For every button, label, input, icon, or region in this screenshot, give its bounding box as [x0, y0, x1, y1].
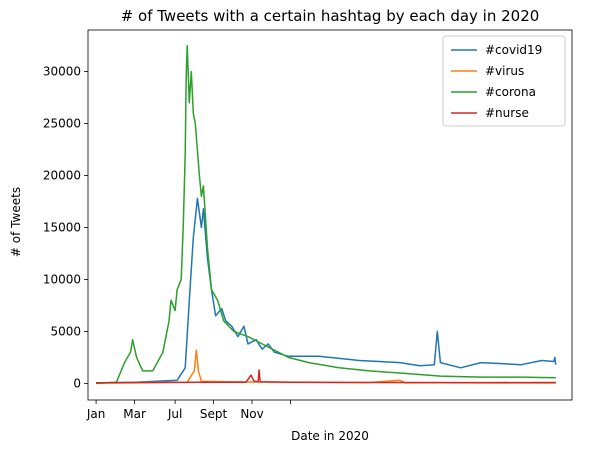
- x-tick-label: Mar: [123, 407, 146, 421]
- chart-title: # of Tweets with a certain hashtag by ea…: [121, 7, 540, 25]
- y-tick-label: 10000: [43, 272, 81, 286]
- legend-entry: #covid19: [485, 43, 542, 57]
- y-tick-label: 5000: [50, 324, 81, 338]
- series-line-corona: [96, 44, 556, 385]
- series-line-nurse: [96, 369, 556, 384]
- x-tick-label: Sept: [200, 407, 228, 421]
- y-tick-label: 30000: [43, 65, 81, 79]
- series-line-covid19: [96, 197, 557, 384]
- y-tick-label: 0: [73, 376, 81, 390]
- y-tick-label: 25000: [43, 117, 81, 131]
- x-axis-label: Date in 2020: [291, 429, 369, 443]
- legend-entry: #nurse: [485, 106, 529, 120]
- x-tick-label: Jan: [86, 407, 106, 421]
- legend-entry: #corona: [485, 85, 536, 99]
- legend-entry: #virus: [485, 64, 524, 78]
- plot-area: [87, 29, 573, 401]
- y-tick-label: 15000: [43, 220, 81, 234]
- y-tick-label: 20000: [43, 169, 81, 183]
- x-tick-label: Nov: [240, 407, 263, 421]
- y-axis: 0 5000 10000 15000 20000 25000 30000: [43, 65, 88, 390]
- x-tick-label: Jul: [167, 407, 182, 421]
- legend: #covid19 #virus #corona #nurse: [442, 35, 566, 127]
- series-line-virus: [96, 349, 556, 384]
- x-axis: Jan Mar Jul Sept Nov: [86, 400, 291, 421]
- y-axis-label: # of Tweets: [9, 187, 23, 257]
- legend-box: [442, 35, 566, 127]
- plot-frame: [87, 29, 573, 401]
